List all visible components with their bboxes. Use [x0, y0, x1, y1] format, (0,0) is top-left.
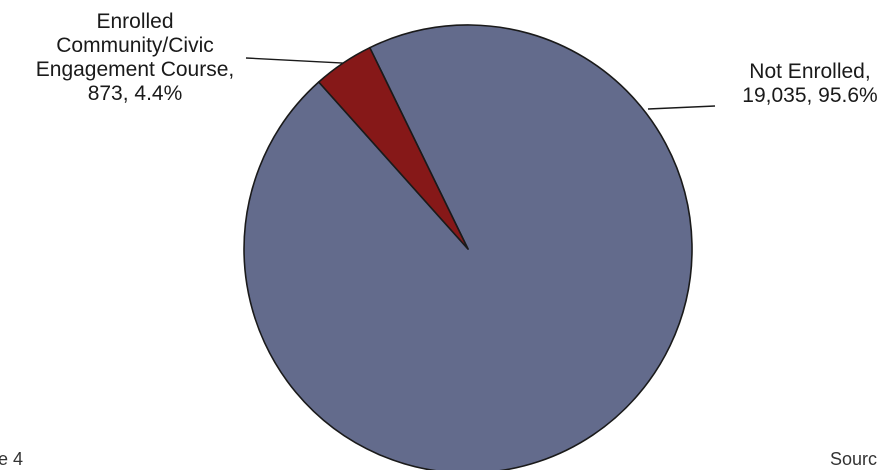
leader-line-not-enrolled — [647, 105, 716, 110]
source-note-fragment: Sourc — [830, 449, 878, 469]
figure-caption-fragment: ure 4 — [0, 449, 24, 469]
slice-label-enrolled: Enrolled Community/Civic Engagement Cour… — [35, 10, 235, 105]
leader-line-enrolled — [245, 57, 344, 64]
slice-label-not-enrolled: Not Enrolled, 19,035, 95.6% — [742, 60, 878, 107]
pie-slice-1 — [317, 46, 469, 250]
